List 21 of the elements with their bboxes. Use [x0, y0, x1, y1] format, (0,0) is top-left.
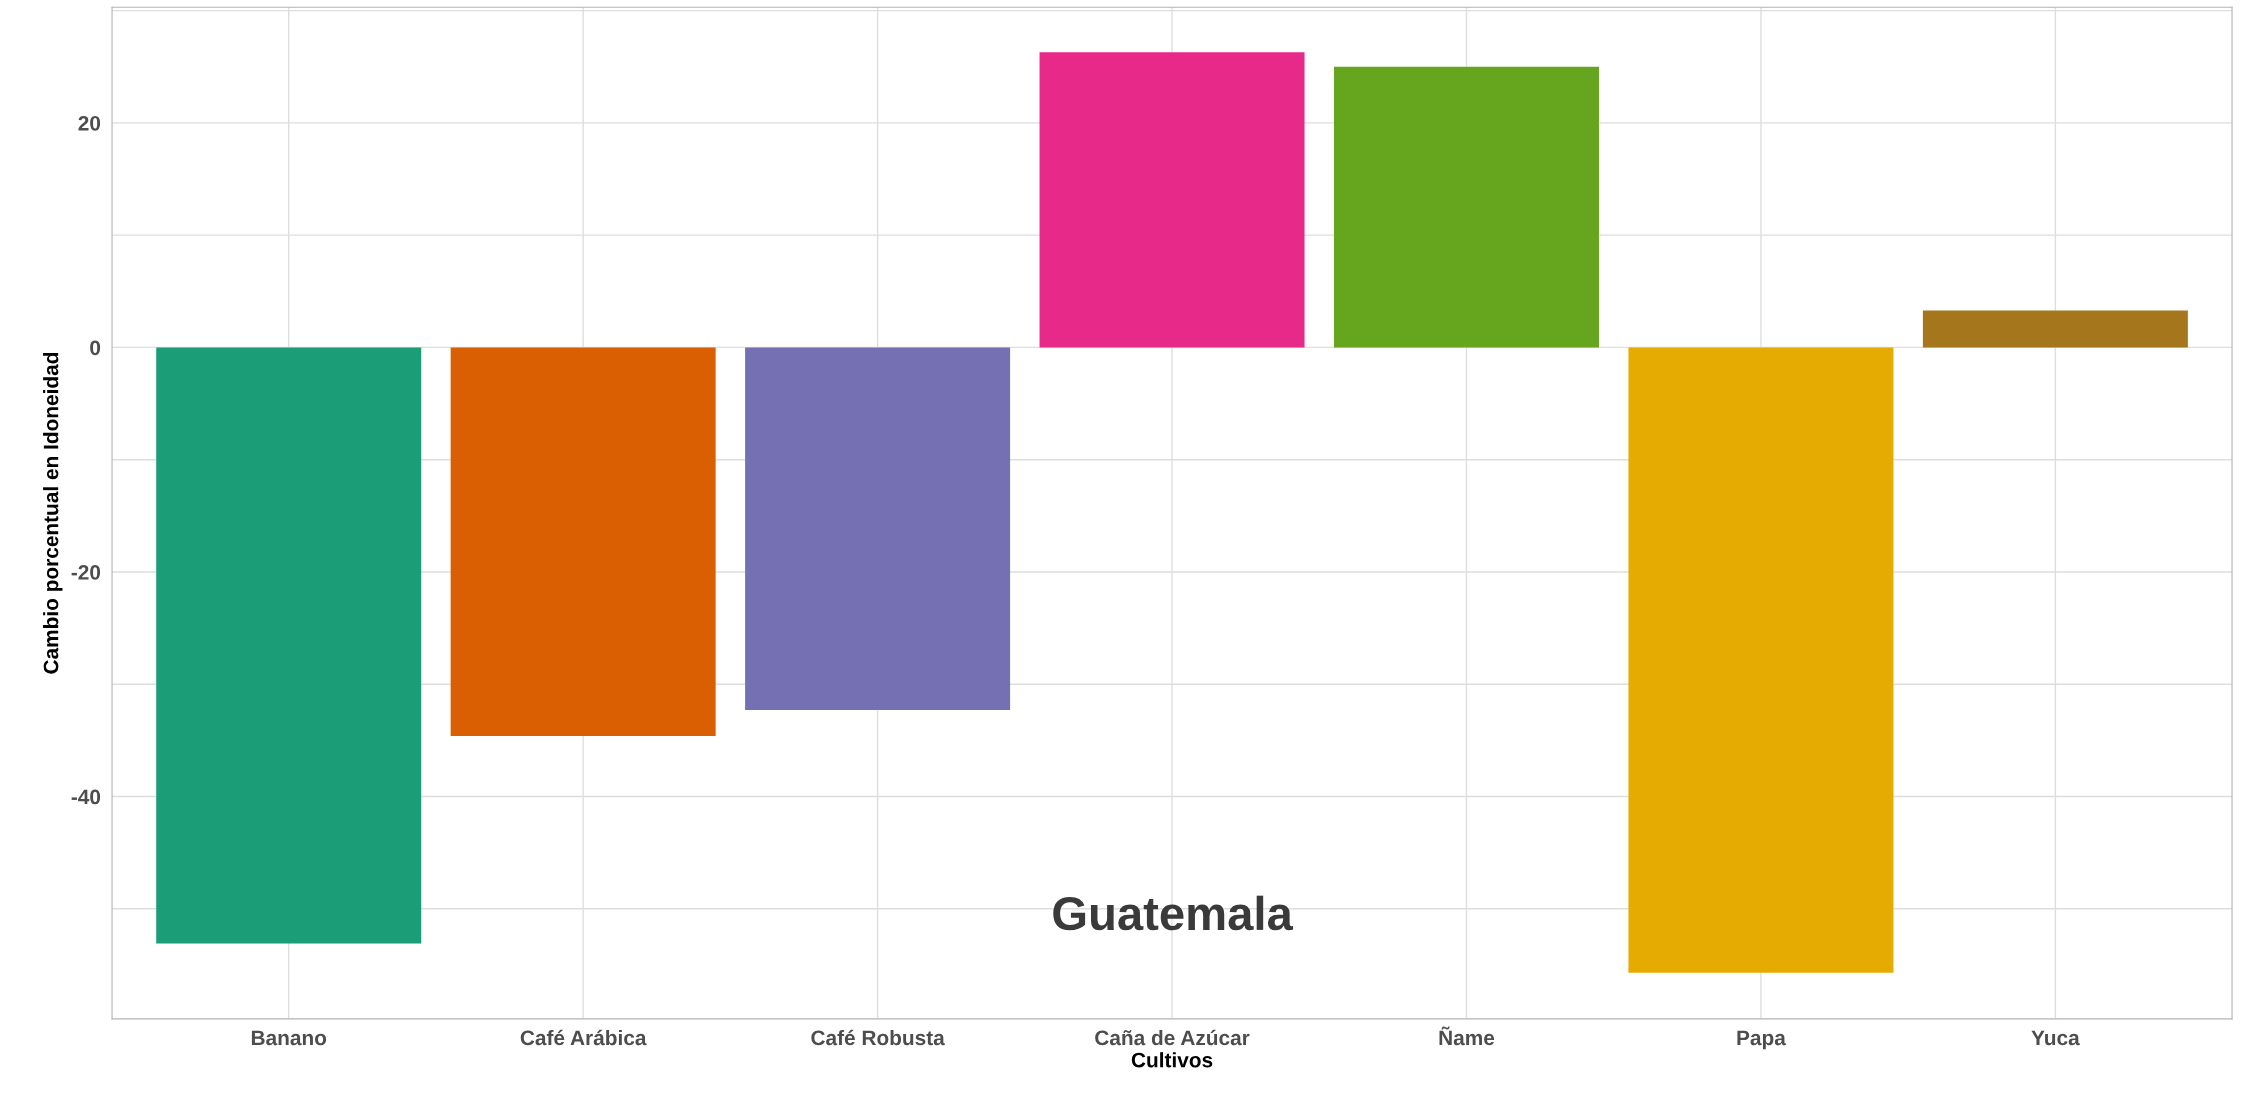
bar — [1922, 310, 2188, 348]
bar — [156, 347, 422, 944]
x-tick-label: Papa — [1737, 1030, 1786, 1050]
y-tick-label: -20 — [71, 564, 101, 580]
bar — [1628, 347, 1894, 973]
x-axis-title: Cultivos — [1131, 1052, 1213, 1068]
x-tick-label: Yuca — [2031, 1030, 2080, 1046]
y-axis-title: Cambio porcentual en Idoneidad — [43, 352, 63, 674]
x-tick-label: Banano — [251, 1030, 327, 1046]
x-tick-label: Ñame — [1439, 1026, 1495, 1046]
y-tick-label: 0 — [90, 340, 101, 356]
annotation: Guatemala — [1053, 895, 1294, 931]
x-tick-label: Caña de Azúcar — [1095, 1029, 1250, 1046]
bar — [1333, 66, 1599, 348]
bar — [450, 347, 716, 736]
bar — [1039, 52, 1305, 348]
x-tick-label: Café Arábica — [520, 1029, 647, 1046]
y-tick-label: 20 — [78, 115, 101, 131]
y-tick-label: -40 — [71, 789, 101, 805]
x-tick-label: Café Robusta — [811, 1029, 945, 1046]
bar — [745, 347, 1011, 711]
